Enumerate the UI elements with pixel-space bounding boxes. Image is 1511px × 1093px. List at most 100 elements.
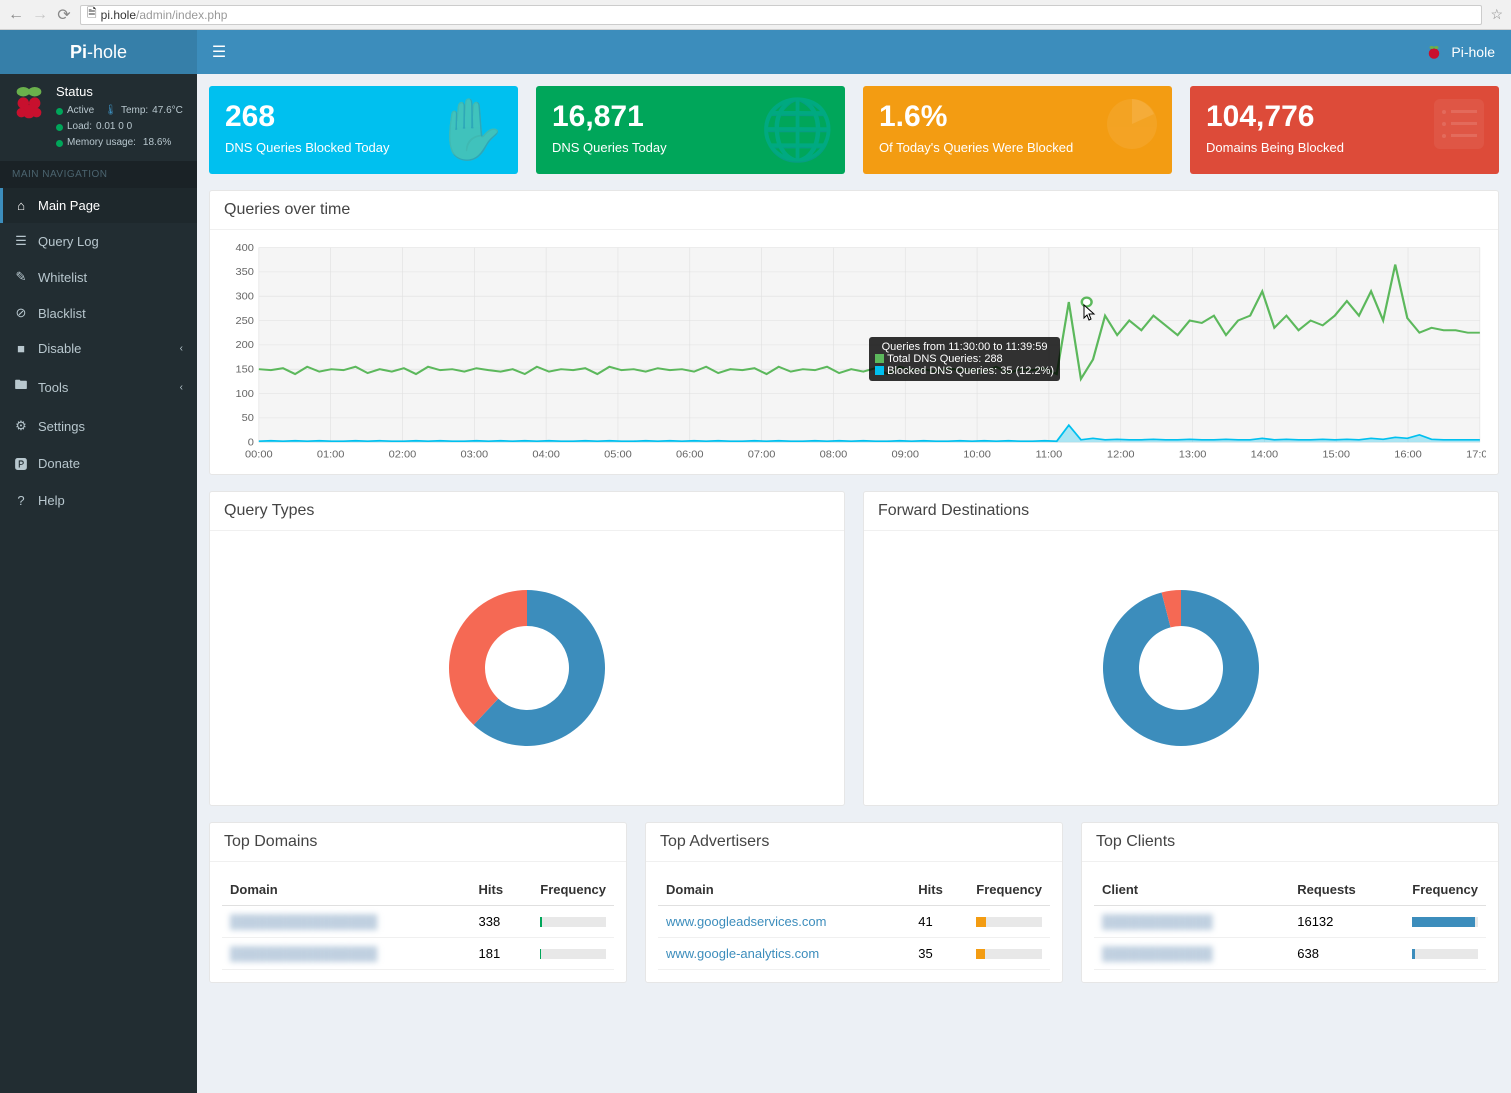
table-row: ████████████638 [1094, 938, 1486, 970]
raspberry-icon [1425, 43, 1443, 61]
forward-dest-donut[interactable] [876, 543, 1486, 793]
bookmark-icon[interactable]: ☆ [1490, 6, 1503, 23]
nav-label: Donate [38, 456, 80, 471]
status-title: Status [56, 84, 187, 99]
panel-title: Forward Destinations [864, 492, 1498, 531]
sidebar-item-settings[interactable]: ⚙Settings [0, 408, 197, 444]
folder-icon: 🖿 [14, 376, 28, 398]
hits-cell: 35 [910, 938, 968, 970]
freq-bar [976, 917, 1042, 927]
top-advertisers-panel: Top Advertisers DomainHitsFrequencywww.g… [645, 822, 1063, 983]
sidebar-item-help[interactable]: ?Help [0, 483, 197, 518]
svg-text:05:00: 05:00 [604, 450, 632, 460]
panel-title: Queries over time [210, 191, 1498, 230]
table-row: www.google-analytics.com 35 [658, 938, 1050, 970]
svg-text:200: 200 [236, 341, 255, 351]
table-row: www.googleadservices.com41 [658, 906, 1050, 938]
svg-text:0: 0 [248, 438, 254, 448]
url-host: pi.hole [101, 8, 136, 22]
domain-link[interactable]: www.googleadservices.com [666, 914, 826, 929]
svg-text:01:00: 01:00 [317, 450, 345, 460]
panel-title: Query Types [210, 492, 844, 531]
info-box-queries-today[interactable]: 16,871 DNS Queries Today 🌐 [536, 86, 845, 174]
svg-text:100: 100 [236, 389, 255, 399]
mem-dot-icon [56, 140, 63, 147]
nav-header: MAIN NAVIGATION [0, 161, 197, 188]
query-types-donut[interactable] [222, 543, 832, 793]
top-clients-panel: Top Clients ClientRequestsFrequency█████… [1081, 822, 1499, 983]
sidebar-item-donate[interactable]: 🅿Donate [0, 444, 197, 483]
freq-bar [1412, 949, 1478, 959]
table-header: Frequency [532, 874, 614, 906]
sidebar-item-main-page[interactable]: ⌂ Main Page [0, 188, 197, 223]
hand-icon: ✋ [433, 94, 508, 165]
table-header: Requests [1289, 874, 1404, 906]
table-header: Domain [222, 874, 471, 906]
top-domains-panel: Top Domains DomainHitsFrequency█████████… [209, 822, 627, 983]
table-row: ████████████16132 [1094, 906, 1486, 938]
svg-text:07:00: 07:00 [748, 450, 776, 460]
panel-title: Top Advertisers [646, 823, 1062, 862]
sidebar-item-blacklist[interactable]: ⊘Blacklist [0, 295, 197, 331]
svg-text:250: 250 [236, 316, 255, 326]
svg-text:10:00: 10:00 [963, 450, 991, 460]
hits-cell: 16132 [1289, 906, 1404, 938]
svg-text:09:00: 09:00 [891, 450, 919, 460]
domain-link[interactable]: www.google-analytics.com [666, 946, 819, 961]
svg-text:17:00: 17:00 [1466, 450, 1486, 460]
svg-text:400: 400 [236, 243, 255, 253]
svg-text:00:00: 00:00 [245, 450, 273, 460]
svg-text:08:00: 08:00 [820, 450, 848, 460]
nav-label: Disable [38, 341, 81, 356]
svg-text:50: 50 [242, 414, 254, 424]
chevron-left-icon: ‹ [180, 382, 183, 393]
reload-icon[interactable]: ⟳ [56, 5, 72, 25]
table-header: Domain [658, 874, 910, 906]
svg-text:15:00: 15:00 [1322, 450, 1350, 460]
info-box-domains-blocked[interactable]: 104,776 Domains Being Blocked [1190, 86, 1499, 174]
svg-text:11:00: 11:00 [1036, 450, 1063, 460]
table-row: ████████████████338 [222, 906, 614, 938]
url-path: /admin/index.php [136, 8, 227, 22]
stop-icon: ■ [14, 341, 28, 356]
forward-icon[interactable]: → [32, 6, 48, 24]
cogs-icon: ⚙ [14, 418, 28, 434]
nav-label: Help [38, 493, 65, 508]
table-header: Hits [910, 874, 968, 906]
hits-cell: 638 [1289, 938, 1404, 970]
table-row: ████████████████181 [222, 938, 614, 970]
sidebar-toggle[interactable]: ☰ [197, 42, 241, 62]
back-icon[interactable]: ← [8, 6, 24, 24]
hits-cell: 181 [471, 938, 533, 970]
info-box-blocked-today[interactable]: 268 DNS Queries Blocked Today ✋ [209, 86, 518, 174]
svg-text:03:00: 03:00 [460, 450, 488, 460]
svg-text:150: 150 [236, 365, 255, 375]
info-box-percent-blocked[interactable]: 1.6% Of Today's Queries Were Blocked [863, 86, 1172, 174]
table-header: Frequency [1404, 874, 1486, 906]
svg-text:300: 300 [236, 292, 255, 302]
svg-text:14:00: 14:00 [1251, 450, 1279, 460]
thermometer-icon: 🌡 [104, 103, 117, 119]
svg-text:13:00: 13:00 [1179, 450, 1207, 460]
panel-title: Top Clients [1082, 823, 1498, 862]
hits-cell: 338 [471, 906, 533, 938]
queries-chart[interactable]: 05010015020025030035040000:0001:0002:000… [222, 242, 1486, 462]
app-header: Pi-hole ☰ Pi-hole [0, 30, 1511, 74]
nav-label: Main Page [38, 198, 100, 213]
freq-bar [540, 917, 606, 927]
sidebar-item-query-log[interactable]: ☰Query Log [0, 223, 197, 259]
load-dot-icon [56, 124, 63, 131]
url-bar[interactable]: 🗎 pi.hole/admin/index.php [80, 5, 1482, 25]
sidebar-item-disable[interactable]: ■Disable‹ [0, 331, 197, 366]
home-icon: ⌂ [14, 198, 28, 213]
top-domains-table: DomainHitsFrequency████████████████338██… [222, 874, 614, 970]
browser-chrome: ← → ⟳ 🗎 pi.hole/admin/index.php ☆ [0, 0, 1511, 30]
sidebar: Status Active 🌡 Temp: 47.6°C Load: 0.01 … [0, 74, 197, 1093]
header-right[interactable]: Pi-hole [1425, 43, 1511, 61]
svg-text:16:00: 16:00 [1394, 450, 1422, 460]
logo[interactable]: Pi-hole [0, 30, 197, 74]
list-icon: ☰ [14, 233, 28, 249]
freq-bar [1412, 917, 1478, 927]
sidebar-item-whitelist[interactable]: ✎Whitelist [0, 259, 197, 295]
sidebar-item-tools[interactable]: 🖿Tools‹ [0, 366, 197, 408]
